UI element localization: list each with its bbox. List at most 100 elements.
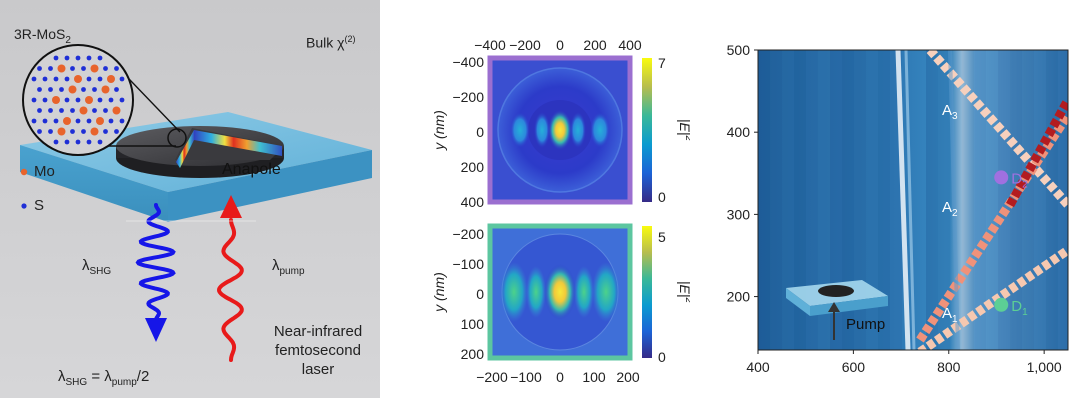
- dispersion-stripe: [806, 50, 818, 350]
- top-lobe-left-outer: [510, 112, 530, 148]
- y-tick-label: 300: [727, 206, 751, 222]
- top-x-tick-label: 0: [556, 37, 564, 53]
- s-atom: [97, 76, 103, 82]
- s-atom: [119, 76, 125, 82]
- s-atom: [42, 97, 48, 103]
- bottom-x-tick-label: 100: [582, 369, 606, 385]
- top-lobe-right-inner: [570, 112, 586, 148]
- s-atom: [119, 118, 125, 124]
- s-atom: [86, 139, 92, 145]
- mode-label-sub: 1: [952, 314, 958, 325]
- mo-atom: [74, 75, 82, 83]
- anapole-label: Anapole: [222, 161, 281, 178]
- s-atom: [48, 108, 53, 113]
- s-atom: [108, 118, 114, 124]
- dispersion-stripes: [758, 50, 1068, 350]
- material-label: 3R-MoS2: [14, 26, 71, 46]
- s-atom: [86, 55, 92, 61]
- s-atom: [53, 118, 59, 124]
- bottom-x-tick-label: −100: [510, 369, 542, 385]
- dispersion-stripe: [1034, 50, 1046, 350]
- s-atom: [64, 76, 70, 82]
- s-atom: [70, 129, 75, 134]
- dispersion-stripe: [1010, 50, 1022, 350]
- inset-disk: [818, 285, 854, 297]
- bottom-lobe-right-inner: [574, 266, 594, 318]
- top-x-tick-label: 200: [583, 37, 607, 53]
- bulk-chi-label: Bulk χ(2): [306, 34, 356, 51]
- mo-atom: [96, 117, 104, 125]
- x-tick-label: 1,000: [1027, 359, 1062, 375]
- secondary-line: [948, 50, 960, 350]
- top-y-tick-label: −200: [452, 89, 484, 105]
- s-atom: [37, 108, 42, 113]
- pump-lambda-label: λpump: [272, 257, 305, 277]
- s-atom: [59, 108, 64, 113]
- s-atom: [53, 139, 59, 145]
- s-atom: [81, 129, 86, 134]
- bottom-y-axis-label: y (nm): [431, 272, 447, 313]
- s-atom: [31, 97, 37, 103]
- slab-front-left: [20, 145, 168, 222]
- top-hotspot: [548, 110, 572, 150]
- s-label: S: [34, 197, 45, 214]
- mo-atom: [90, 127, 99, 136]
- s-atom: [37, 87, 42, 92]
- inset-pump-arrow-head: [828, 302, 840, 312]
- s-atom: [75, 118, 81, 124]
- mo-atom: [63, 117, 71, 125]
- s-atom: [103, 66, 108, 71]
- s-atom: [86, 118, 92, 124]
- bottom-y-tick-label: 100: [461, 316, 485, 332]
- y-tick-label: 400: [727, 124, 751, 140]
- mo-atom: [57, 64, 66, 73]
- s-atom: [53, 55, 59, 61]
- s-atom: [42, 76, 48, 82]
- mode-label-sub: 2: [952, 208, 958, 219]
- design-point-d1: [994, 297, 1009, 312]
- dispersion-map: [758, 50, 1068, 350]
- panel-c-frame: [757, 49, 1069, 351]
- dispersion-stripe: [830, 50, 842, 350]
- bottom-x-tick-label: 0: [556, 369, 564, 385]
- s-atom: [37, 66, 42, 71]
- wavelength-formula: λSHG = λpump/2: [58, 368, 150, 388]
- panel-b: −400 −200 0 200 400 −400 −200 0 200 400 y (nm) 7 0 |E…: [430, 30, 694, 400]
- top-lobe-left-inner: [534, 112, 550, 148]
- pump-inset-label: Pump: [846, 316, 886, 333]
- x-tick-label: 800: [937, 359, 961, 375]
- dispersion-stripe: [878, 50, 890, 350]
- bottom-y-tick-label: 200: [461, 346, 485, 362]
- mode-band-a3: [926, 50, 1068, 208]
- bottom-colorbar-label: |E|2: [677, 281, 690, 304]
- bottom-hotspot: [544, 264, 576, 320]
- s-legend-dot: [21, 203, 27, 209]
- anapole-field-left: [176, 130, 194, 168]
- s-atom: [75, 97, 81, 103]
- mode-label-sub: 3: [952, 111, 958, 122]
- inset-slab-left: [786, 288, 810, 316]
- design-point-label-sub: 1: [1022, 307, 1028, 318]
- dispersion-stripe: [794, 50, 806, 350]
- top-y-tick-label: −400: [452, 54, 484, 70]
- s-atom: [42, 118, 48, 124]
- y-tick-label: 200: [727, 289, 751, 305]
- s-atom: [92, 87, 97, 92]
- s-atom: [59, 87, 64, 92]
- s-atom: [37, 129, 42, 134]
- s-atom: [97, 97, 103, 103]
- s-atom: [70, 66, 75, 71]
- bottom-colorbar-min: 0: [658, 349, 666, 365]
- s-atom: [114, 87, 119, 92]
- s-atom: [103, 129, 108, 134]
- bottom-x-tick-label: −200: [476, 369, 508, 385]
- mo-atom: [79, 106, 88, 115]
- s-atom: [31, 76, 37, 82]
- dispersion-stripe: [818, 50, 830, 350]
- laser-description: Near-infrared femtosecond laser: [273, 323, 363, 378]
- s-atom: [64, 139, 70, 145]
- dispersion-stripe: [974, 50, 986, 350]
- top-y-tick-label: 0: [476, 124, 484, 140]
- mo-atom: [107, 75, 115, 83]
